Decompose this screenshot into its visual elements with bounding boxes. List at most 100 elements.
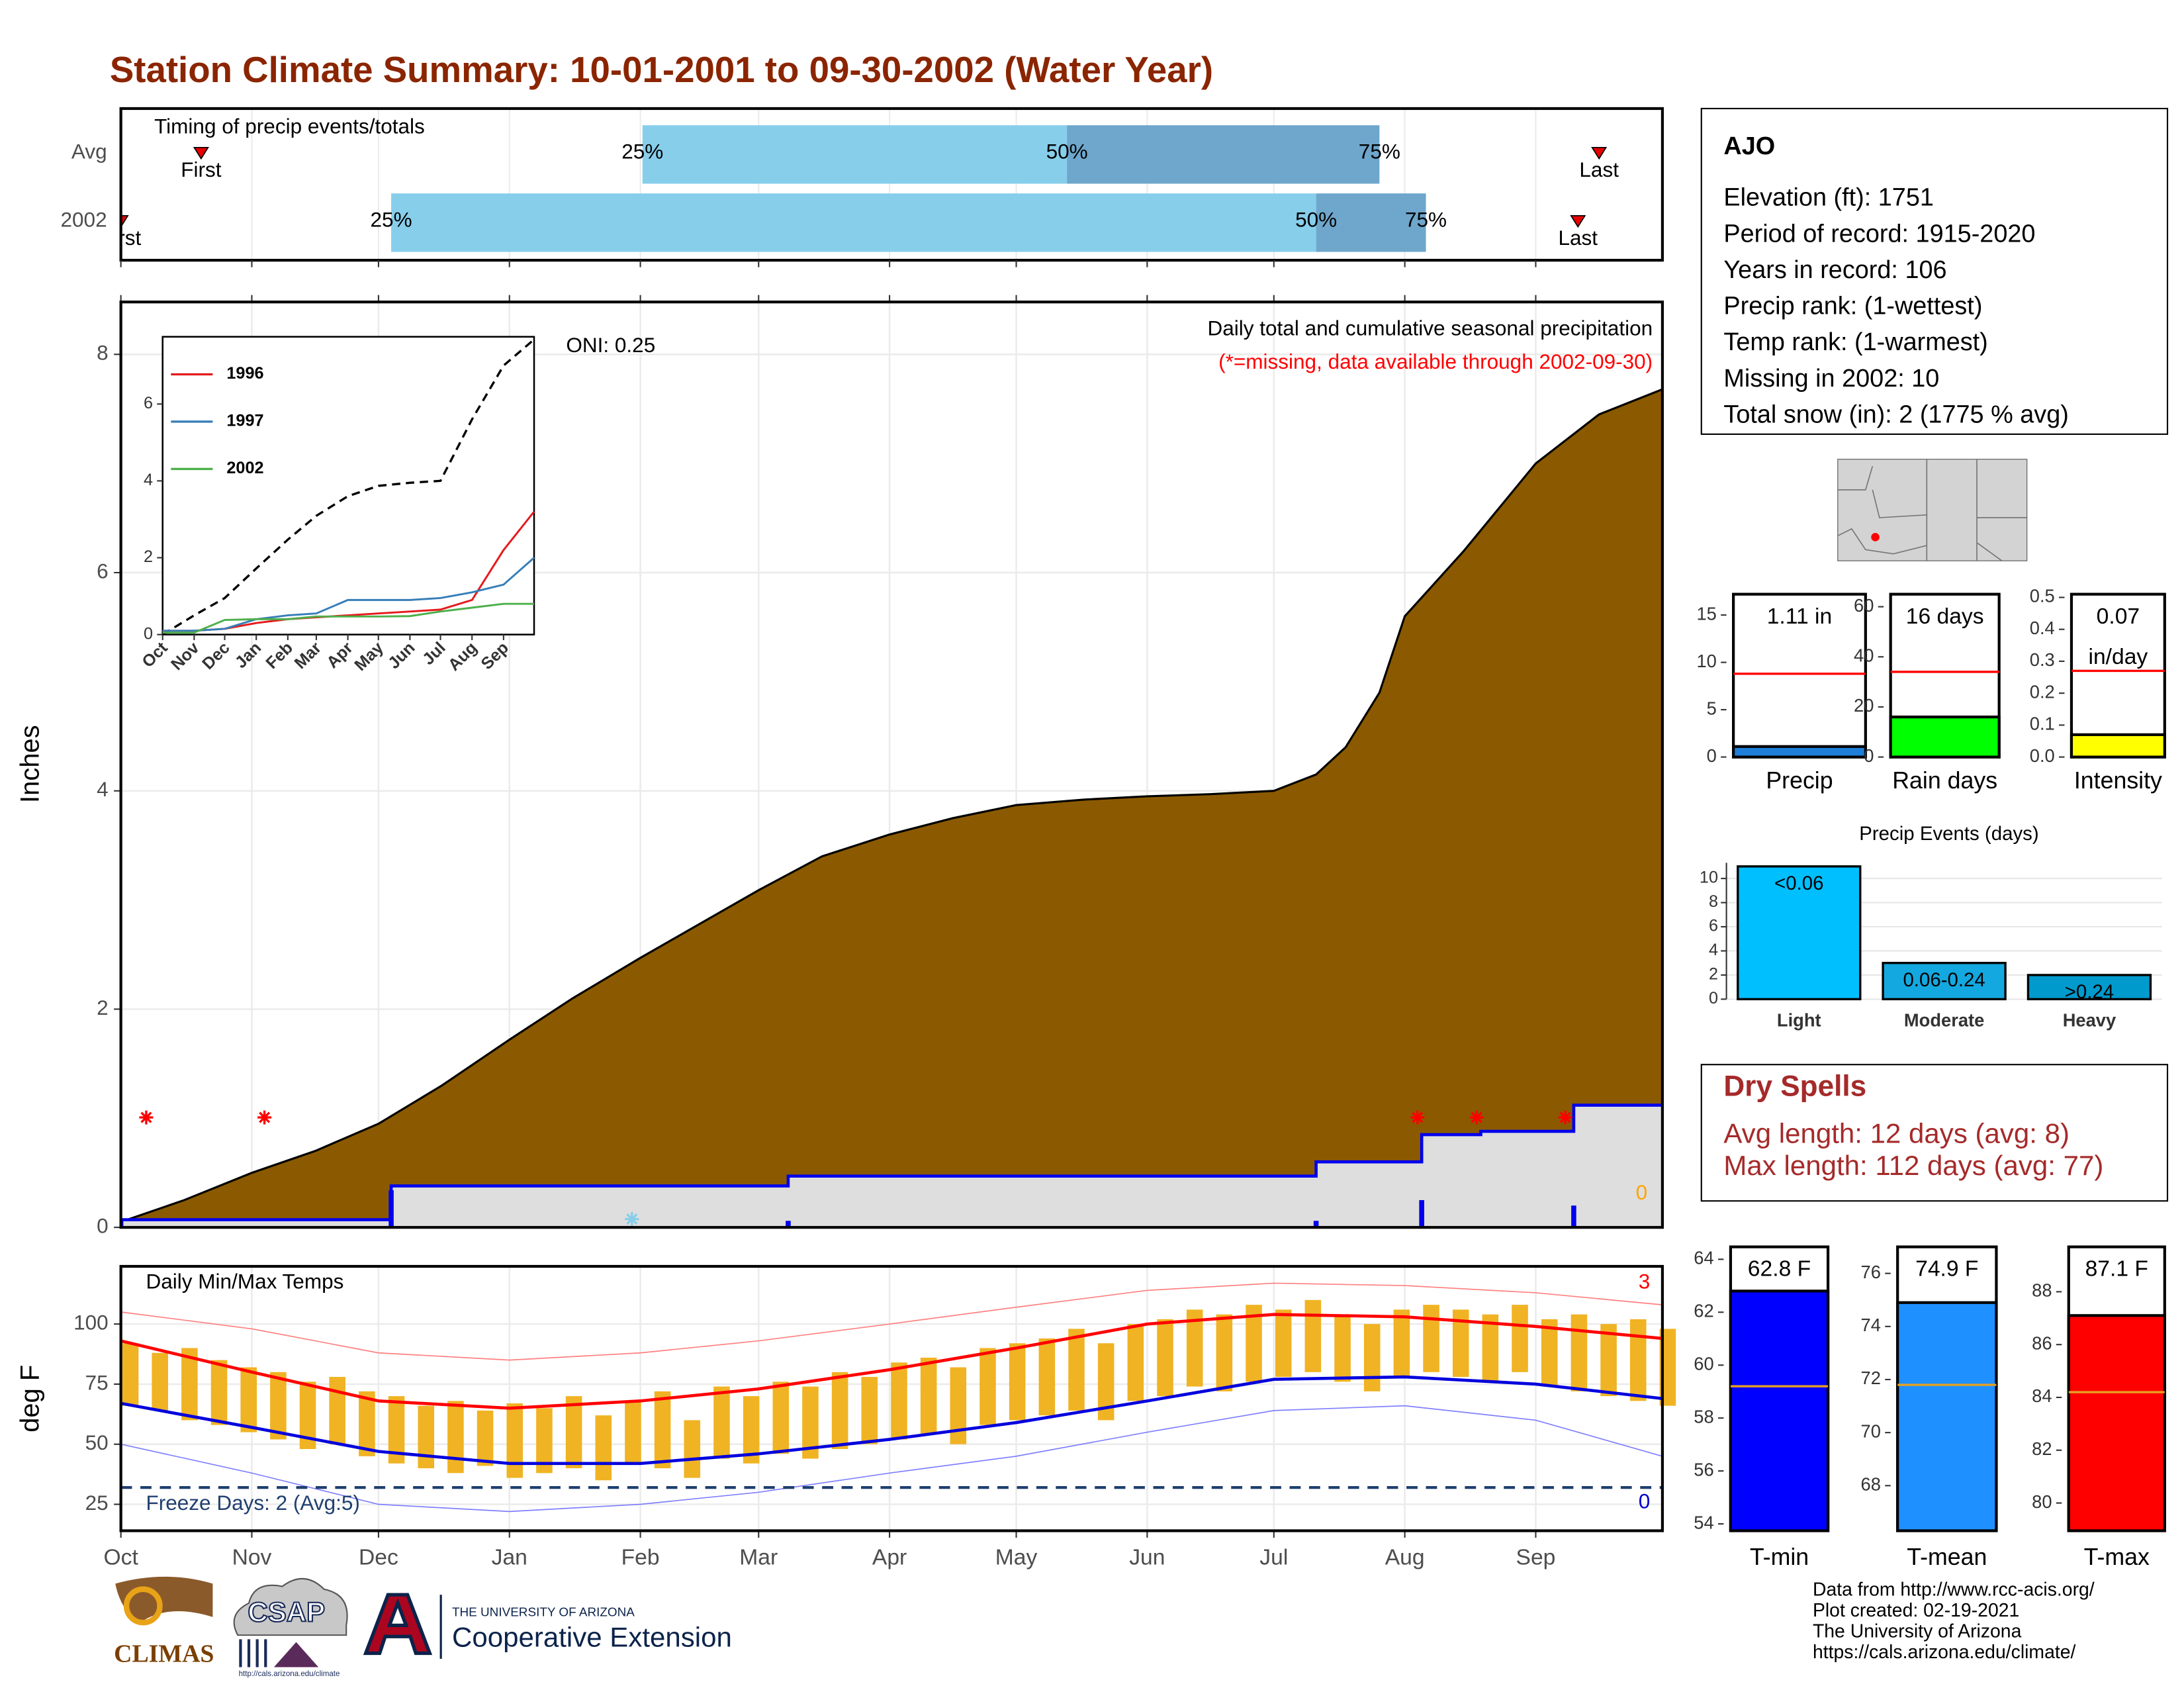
temp-range-bar (418, 1405, 435, 1469)
snow-marker (625, 1212, 639, 1227)
inset-line (161, 338, 535, 636)
timing-plot: First 25% 50% 75% Last First 25% 50% 75% Last (101, 125, 1619, 252)
x-tick-label: Nov (232, 1545, 272, 1570)
timing-bar (1316, 193, 1426, 252)
timing-label: 50% (1295, 208, 1337, 232)
temp-range-bar (240, 1367, 257, 1432)
timing-label: 25% (371, 208, 412, 232)
temp-range-bar (1216, 1314, 1233, 1391)
timing-row-label: Avg (71, 140, 107, 164)
y-tick-label: 8 (1709, 892, 1718, 911)
temp-range-bar (772, 1382, 790, 1454)
ua-logo-university: THE UNIVERSITY OF ARIZONA (452, 1605, 635, 1619)
y-tick-label: 0.2 (2030, 681, 2055, 702)
y-tick-label: 60 (1694, 1353, 1713, 1374)
temp-range-bar (861, 1377, 878, 1444)
value-label-box: 87.1 F (2085, 1258, 2148, 1282)
timing-row-label: 2002 (60, 208, 107, 232)
station-line: Precip rank: (1-wettest) (1723, 293, 1982, 320)
daily-precip-bar (1419, 1199, 1424, 1228)
temp-range-bar (565, 1396, 582, 1469)
inset-y-tick-label: 6 (144, 394, 153, 412)
temp-range-bar (210, 1360, 228, 1425)
csap-logo-text: CSAP (248, 1597, 325, 1628)
missing-marker (1410, 1110, 1425, 1125)
timing-marker (1591, 146, 1608, 160)
climas-logo-text: CLIMAS (114, 1640, 214, 1667)
y-tick-label: 0.5 (2030, 586, 2055, 606)
main-plot (120, 388, 1662, 1228)
event-bar (1882, 962, 2007, 1001)
temp-range-bar (152, 1352, 168, 1411)
temp-range-bar (713, 1386, 730, 1459)
x-tick-label: Jun (1129, 1545, 1165, 1570)
y-tick-label: 0 (97, 1213, 109, 1237)
y-tick-label: 74 (1861, 1315, 1881, 1335)
inset-panel (161, 336, 535, 635)
temp-range-bar (447, 1401, 464, 1474)
temp-range-bar (1570, 1314, 1588, 1391)
bar-frame (2070, 592, 2166, 759)
x-tick-label: Sep (1516, 1545, 1556, 1570)
category-label: Intensity (2074, 767, 2162, 794)
y-tick-label: 84 (2032, 1385, 2052, 1406)
y-tick-label: 76 (1861, 1262, 1881, 1282)
temp-range-bar (1600, 1324, 1617, 1397)
map-bg (1837, 459, 2028, 561)
timing-bar (1067, 125, 1380, 184)
timing-label: 75% (1405, 208, 1447, 232)
value-label-box: 16 days (1905, 605, 1984, 630)
temp-range-bar (743, 1396, 760, 1464)
event-bar-label: <0.06 (1774, 872, 1823, 894)
y-axis-label: deg F (16, 1365, 45, 1432)
timing-label: Last (1579, 158, 1619, 181)
temp-range-bar (950, 1367, 967, 1444)
category-label: Heavy (2063, 1009, 2116, 1030)
credit-line: Data from http://www.rcc-acis.org/ (1813, 1579, 2095, 1600)
category-label: Rain days (1892, 767, 1997, 794)
temp-range-bar (920, 1358, 937, 1435)
bar (1889, 715, 2001, 759)
credit-line: The University of Arizona (1813, 1620, 2022, 1642)
missing-marker (139, 1110, 154, 1125)
x-tick-label: Jul (1259, 1545, 1288, 1570)
timing-title: Timing of precip events/totals (154, 115, 425, 138)
bar (2067, 1314, 2166, 1532)
record-high-count: 3 (1639, 1270, 1651, 1293)
temp-range-bar (1541, 1319, 1558, 1387)
value-label-box: 62.8 F (1748, 1258, 1811, 1282)
y-tick-label: 0.3 (2030, 649, 2055, 670)
temp-range-bar (1393, 1309, 1410, 1378)
y-axis-label: Inches (16, 725, 45, 803)
x-tick-label: Apr (872, 1545, 907, 1570)
missing-marker (1558, 1110, 1572, 1125)
bar (1896, 1301, 1998, 1532)
inset-y-tick-label: 4 (144, 471, 153, 489)
station-line: Total snow (in): 2 (1775 % avg) (1723, 401, 2068, 429)
temp-range-bar (1009, 1343, 1026, 1421)
csap-logo-url: http://cals.arizona.edu/climate (239, 1670, 340, 1678)
category-label: T-min (1750, 1544, 1809, 1570)
timing-label: First (101, 226, 142, 250)
temp-range-bar (1482, 1314, 1499, 1382)
y-tick-label: 0 (1864, 745, 1874, 766)
event-bar (2026, 974, 2152, 1001)
temp-title: Daily Min/Max Temps (146, 1270, 343, 1293)
missing-marker (257, 1110, 272, 1125)
temp-line (120, 1405, 1663, 1513)
value-label: 1.11 in (1766, 605, 1833, 630)
temp-range-bar (684, 1420, 701, 1478)
value-label-box: 1.11 in (1766, 605, 1833, 630)
map-station (1871, 533, 1880, 541)
temp-range-bar (1512, 1305, 1528, 1372)
x-tick-label: Aug (1385, 1545, 1425, 1570)
y-tick-label: 25 (85, 1491, 109, 1515)
csap-logo-mountain (273, 1642, 319, 1667)
freeze-label: Freeze Days: 2 (Avg:5) (146, 1491, 359, 1515)
category-label: T-max (2084, 1544, 2150, 1570)
value-label: 16 days (1905, 605, 1984, 630)
y-tick-label: 15 (1697, 603, 1717, 624)
timing-marker (1570, 215, 1586, 228)
main-frame (119, 301, 1664, 1229)
